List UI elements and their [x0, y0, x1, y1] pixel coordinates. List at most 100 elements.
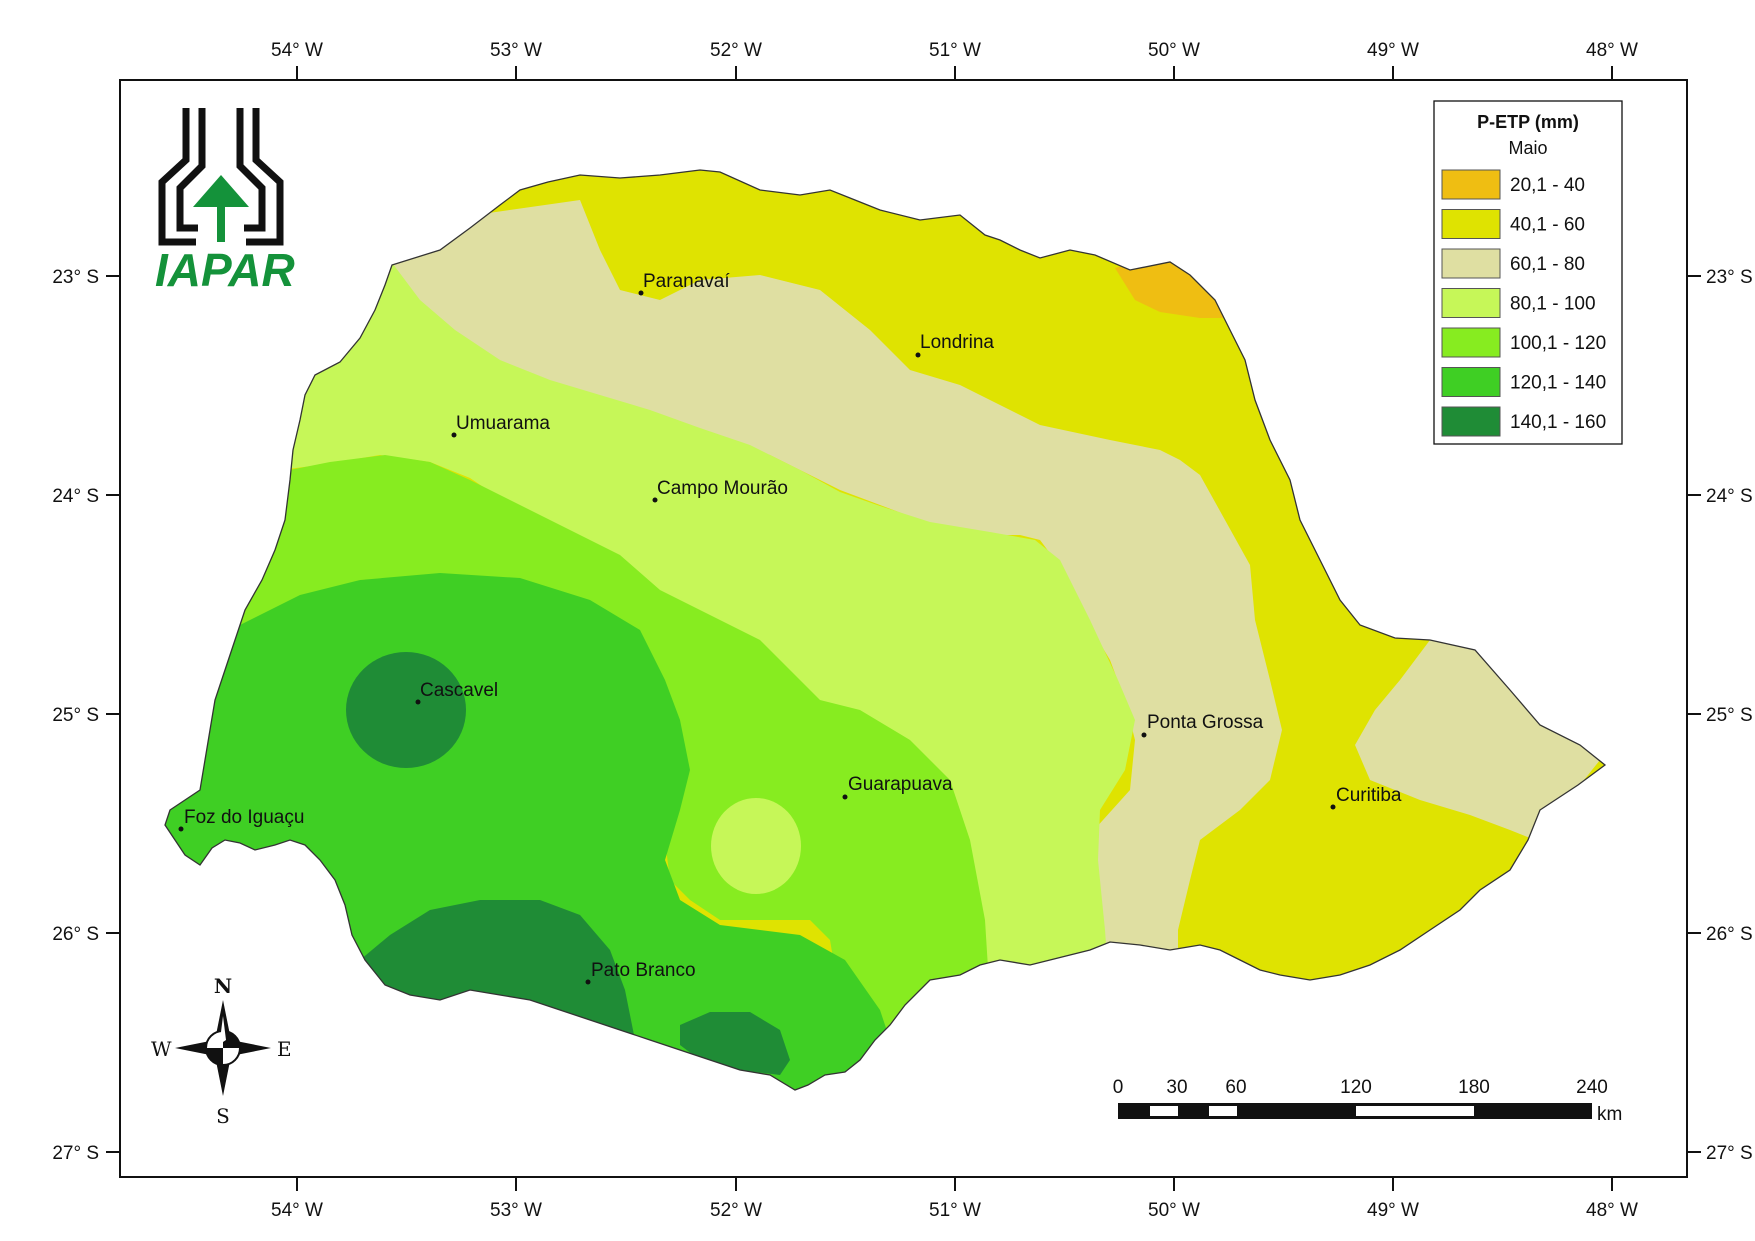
legend-swatch [1441, 248, 1501, 279]
zone-60-80-east [1355, 640, 1600, 840]
zone-140-160-cascavel [346, 652, 466, 768]
lat-label: 23° S [52, 267, 99, 288]
scale-tick-label: 0 [1113, 1077, 1124, 1098]
legend-label: 120,1 - 140 [1510, 373, 1606, 394]
legend-item: 100,1 - 120 [1441, 327, 1606, 358]
lon-label: 51° W [929, 1200, 981, 1221]
city-label: Foz do Iguaçu [184, 807, 304, 828]
city-paranavai[interactable]: Paranavaí [638, 271, 731, 296]
lon-label: 49° W [1367, 1200, 1419, 1221]
lon-label: 54° W [271, 40, 323, 61]
legend-label: 80,1 - 100 [1510, 294, 1596, 315]
lon-label: 48° W [1586, 1200, 1638, 1221]
legend-label: 20,1 - 40 [1510, 175, 1585, 196]
lon-label: 52° W [710, 40, 762, 61]
lon-label: 51° W [929, 40, 981, 61]
city-label: Paranavaí [643, 271, 730, 292]
scale-unit: km [1597, 1104, 1622, 1125]
city-campo-mourao[interactable]: Campo Mourão [652, 478, 788, 503]
latitude-labels-left: 23° S 24° S 25° S 26° S 27° S [52, 267, 99, 1164]
city-label: Ponta Grossa [1147, 712, 1264, 733]
legend-subtitle: Maio [1508, 138, 1547, 158]
scale-seg-white [1356, 1106, 1474, 1116]
iapar-logo: IAPAR [155, 108, 295, 296]
legend-item: 120,1 - 140 [1441, 367, 1606, 397]
lon-label: 52° W [710, 1200, 762, 1221]
legend: P-ETP (mm) Maio 20,1 - 40 40,1 - 60 60,1 -… [1433, 100, 1623, 445]
city-umuarama[interactable]: Umuarama [451, 413, 551, 438]
map-frame [119, 79, 1688, 1178]
legend-swatch [1441, 169, 1501, 200]
scale-seg-white [1209, 1106, 1237, 1116]
longitude-labels-top: 54° W 53° W 52° W 51° W 50° W 49° W 48° … [271, 40, 1638, 61]
compass-w: W [151, 1037, 172, 1061]
legend-label: 60,1 - 80 [1510, 254, 1585, 275]
compass-s: S [216, 1104, 230, 1128]
lat-label: 26° S [52, 924, 99, 945]
lat-label: 25° S [52, 705, 99, 726]
scale-tick-label: 60 [1225, 1077, 1246, 1098]
legend-item: 40,1 - 60 [1441, 209, 1585, 239]
legend-item: 140,1 - 160 [1441, 406, 1606, 437]
compass-n: N [214, 974, 232, 998]
zone-80-100-island [711, 798, 801, 894]
city-label: Campo Mourão [657, 478, 788, 499]
lon-label: 48° W [1586, 40, 1638, 61]
legend-swatch [1441, 288, 1501, 318]
scale-bar-base [1118, 1103, 1592, 1119]
legend-swatch [1441, 209, 1501, 239]
lat-label: 26° S [1706, 924, 1753, 945]
legend-title: P-ETP (mm) [1477, 112, 1579, 132]
lon-label: 53° W [490, 40, 542, 61]
lat-label: 24° S [52, 486, 99, 507]
zone-20-40 [1115, 258, 1240, 318]
lon-label: 54° W [271, 1200, 323, 1221]
compass-e: E [277, 1037, 292, 1061]
scale-tick-label: 120 [1340, 1077, 1372, 1098]
legend-swatch [1441, 406, 1501, 437]
logo-text: IAPAR [155, 244, 295, 296]
legend-item: 60,1 - 80 [1441, 248, 1585, 279]
lon-label: 50° W [1148, 1200, 1200, 1221]
north-arrow: N S E W [151, 974, 292, 1128]
lon-label: 50° W [1148, 40, 1200, 61]
scale-tick-label: 180 [1458, 1077, 1490, 1098]
lat-label: 23° S [1706, 267, 1753, 288]
legend-label: 40,1 - 60 [1510, 215, 1585, 236]
lat-label: 27° S [1706, 1143, 1753, 1164]
city-pato-branco[interactable]: Pato Branco [585, 960, 696, 985]
legend-label: 100,1 - 120 [1510, 333, 1606, 354]
lat-label: 25° S [1706, 705, 1753, 726]
city-label: Curitiba [1336, 785, 1402, 806]
lon-label: 49° W [1367, 40, 1419, 61]
legend-items: 20,1 - 40 40,1 - 60 60,1 - 80 80,1 - 100 100… [1441, 169, 1606, 437]
legend-swatch [1441, 327, 1501, 358]
scale-seg-white [1150, 1106, 1178, 1116]
city-label: Pato Branco [591, 960, 696, 981]
legend-swatch [1441, 367, 1501, 397]
lat-label: 27° S [52, 1143, 99, 1164]
city-label: Umuarama [456, 413, 550, 434]
city-cascavel[interactable]: Cascavel [415, 680, 499, 705]
longitude-labels-bottom: 54° W 53° W 52° W 51° W 50° W 49° W 48° … [271, 1200, 1638, 1221]
legend-item: 20,1 - 40 [1441, 169, 1585, 200]
city-label: Guarapuava [848, 774, 953, 795]
city-guarapuava[interactable]: Guarapuava [842, 774, 954, 800]
frame-ticks [106, 66, 1701, 1191]
city-ponta-grossa[interactable]: Ponta Grossa [1141, 712, 1264, 738]
scale-bar: 0 30 60 120 180 240 km [1113, 1077, 1623, 1125]
lat-label: 24° S [1706, 486, 1753, 507]
latitude-labels-right: 23° S 24° S 25° S 26° S 27° S [1706, 267, 1753, 1164]
zone-100-120 [165, 455, 990, 1060]
legend-label: 140,1 - 160 [1510, 412, 1606, 433]
city-curitiba[interactable]: Curitiba [1330, 785, 1402, 810]
city-label: Londrina [920, 332, 994, 353]
scale-tick-label: 30 [1166, 1077, 1187, 1098]
city-londrina[interactable]: Londrina [915, 332, 995, 358]
cities: Paranavaí Londrina Umuarama Campo Mourão… [178, 271, 1402, 985]
lon-label: 53° W [490, 1200, 542, 1221]
city-foz-do-iguacu[interactable]: Foz do Iguaçu [178, 807, 305, 832]
legend-item: 80,1 - 100 [1441, 288, 1596, 318]
scale-tick-label: 240 [1576, 1077, 1608, 1098]
